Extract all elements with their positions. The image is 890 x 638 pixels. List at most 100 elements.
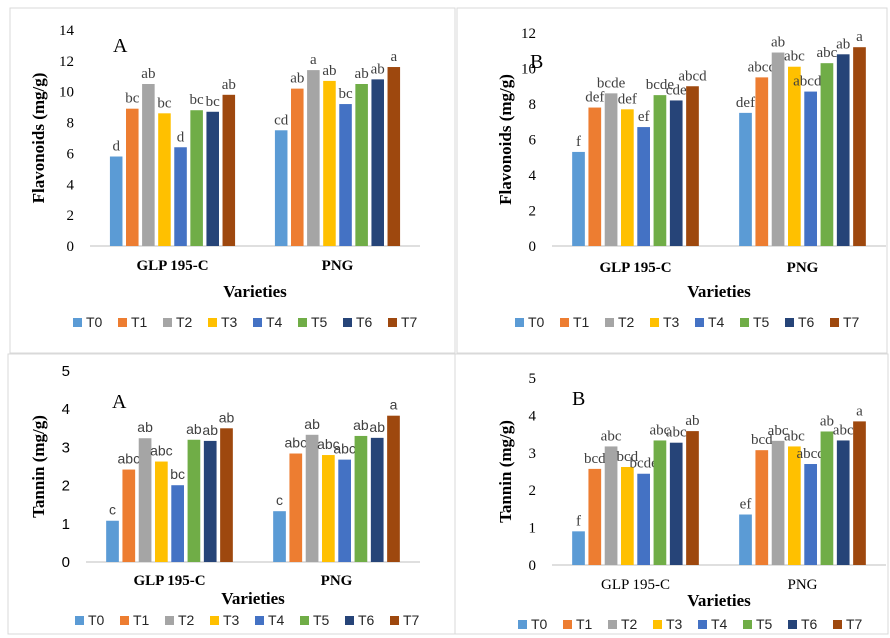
x-category-label: PNG — [787, 260, 819, 276]
x-category-label: GLP 195-C — [601, 577, 670, 593]
bar-T4-png — [338, 459, 351, 562]
legend-label-T4: T4 — [268, 612, 285, 628]
bar-T2-png — [771, 440, 785, 565]
bar-T7-png — [387, 415, 400, 562]
legend-swatch-T5 — [298, 318, 307, 327]
bar-T3-glp195c — [155, 461, 168, 562]
data-label: ab — [137, 419, 153, 435]
y-tick-label: 5 — [62, 363, 70, 380]
data-label: a — [856, 29, 863, 45]
bar-T0-glp195c — [109, 156, 123, 246]
bar-T5-png — [820, 63, 834, 246]
y-tick-label: 0 — [62, 554, 70, 571]
data-label: ef — [638, 109, 650, 125]
bar-T1-glp195c — [588, 107, 602, 246]
bar-T6-glp195c — [206, 111, 219, 247]
bar-T1-png — [291, 88, 304, 246]
bar-T3-png — [788, 446, 801, 565]
data-label: abc — [833, 422, 854, 438]
legend-label-T5: T5 — [313, 612, 330, 628]
data-label: a — [390, 49, 397, 65]
y-tick-label: 6 — [67, 146, 75, 162]
data-label: ab — [771, 35, 785, 51]
bar-T0-glp195c — [572, 531, 585, 565]
data-label: bc — [157, 95, 172, 111]
bar-T0-glp195c — [572, 151, 585, 246]
legend-swatch-T0 — [75, 616, 84, 625]
legend-label-T7: T7 — [843, 314, 860, 330]
panel-border — [456, 7, 888, 354]
legend-label-T7: T7 — [846, 616, 863, 632]
bar-T4-glp195c — [637, 127, 650, 246]
bar-T4-png — [804, 91, 817, 246]
data-label: ab — [369, 419, 385, 435]
legend-label-T5: T5 — [753, 314, 770, 330]
data-label: abc — [317, 436, 340, 452]
legend-swatch-T2 — [608, 620, 617, 629]
y-tick-label: 4 — [529, 408, 537, 424]
y-tick-label: 2 — [529, 204, 537, 220]
bar-T6-png — [371, 79, 384, 246]
panel-label: B — [530, 51, 543, 73]
legend-label-T3: T3 — [666, 616, 683, 632]
bar-T2-png — [307, 70, 320, 246]
bar-T6-png — [836, 440, 850, 565]
legend-swatch-T7 — [390, 616, 399, 625]
legend-label-T1: T1 — [576, 616, 593, 632]
bar-T2-png — [771, 52, 785, 247]
bar-T2-glp195c — [604, 93, 618, 246]
bar-T3-png — [322, 455, 335, 562]
x-axis-title: Varieties — [221, 589, 285, 608]
bar-T5-glp195c — [190, 110, 203, 246]
bar-T7-glp195c — [220, 428, 233, 562]
bar-T0-png — [739, 112, 752, 246]
y-tick-label: 10 — [59, 85, 74, 101]
legend-label-T4: T4 — [266, 314, 283, 330]
data-label: abc — [784, 49, 805, 65]
legend-label-T1: T1 — [131, 314, 148, 330]
bar-T1-png — [755, 77, 769, 246]
y-tick-label: 1 — [529, 521, 537, 537]
data-label: d — [177, 129, 185, 145]
data-label: abc — [817, 45, 838, 61]
bar-T7-glp195c — [686, 431, 699, 565]
legend-swatch-T4 — [253, 318, 262, 327]
y-tick-label: 0 — [529, 558, 537, 574]
data-label: ab — [322, 63, 336, 79]
panel-label: B — [572, 388, 585, 410]
data-label: ab — [304, 416, 320, 432]
bar-T6-glp195c — [669, 442, 683, 565]
legend-label-T6: T6 — [356, 314, 373, 330]
legend-label-T1: T1 — [573, 314, 590, 330]
data-label: ab — [353, 417, 369, 433]
y-tick-label: 12 — [521, 26, 536, 42]
bar-T1-glp195c — [126, 108, 139, 246]
legend-swatch-T4 — [695, 318, 704, 327]
legend-label-T0: T0 — [531, 616, 548, 632]
legend-label-T6: T6 — [358, 612, 375, 628]
data-label: cde — [666, 82, 687, 98]
data-label: abc — [118, 451, 141, 467]
data-label: abc — [768, 423, 789, 439]
y-tick-label: 8 — [67, 116, 75, 132]
legend-swatch-T2 — [163, 318, 172, 327]
data-label: bcde — [646, 77, 675, 93]
data-label: abc — [601, 428, 622, 444]
legend-label-T4: T4 — [708, 314, 725, 330]
legend-swatch-T2 — [605, 318, 614, 327]
bar-T2-glp195c — [604, 446, 618, 565]
y-tick-label: 0 — [529, 239, 537, 255]
data-label: bcd — [751, 432, 773, 448]
data-label: ef — [740, 497, 752, 513]
bar-T5-png — [820, 431, 834, 565]
legend-swatch-T5 — [743, 620, 752, 629]
data-label: f — [576, 513, 581, 529]
legend-swatch-T7 — [833, 620, 842, 629]
data-label: bc — [338, 86, 353, 102]
data-label: ab — [219, 409, 235, 425]
y-tick-label: 3 — [529, 446, 537, 462]
y-tick-label: 2 — [67, 208, 75, 224]
y-tick-label: 12 — [59, 54, 74, 70]
bar-T2-png — [305, 434, 319, 562]
data-label: def — [585, 90, 604, 106]
